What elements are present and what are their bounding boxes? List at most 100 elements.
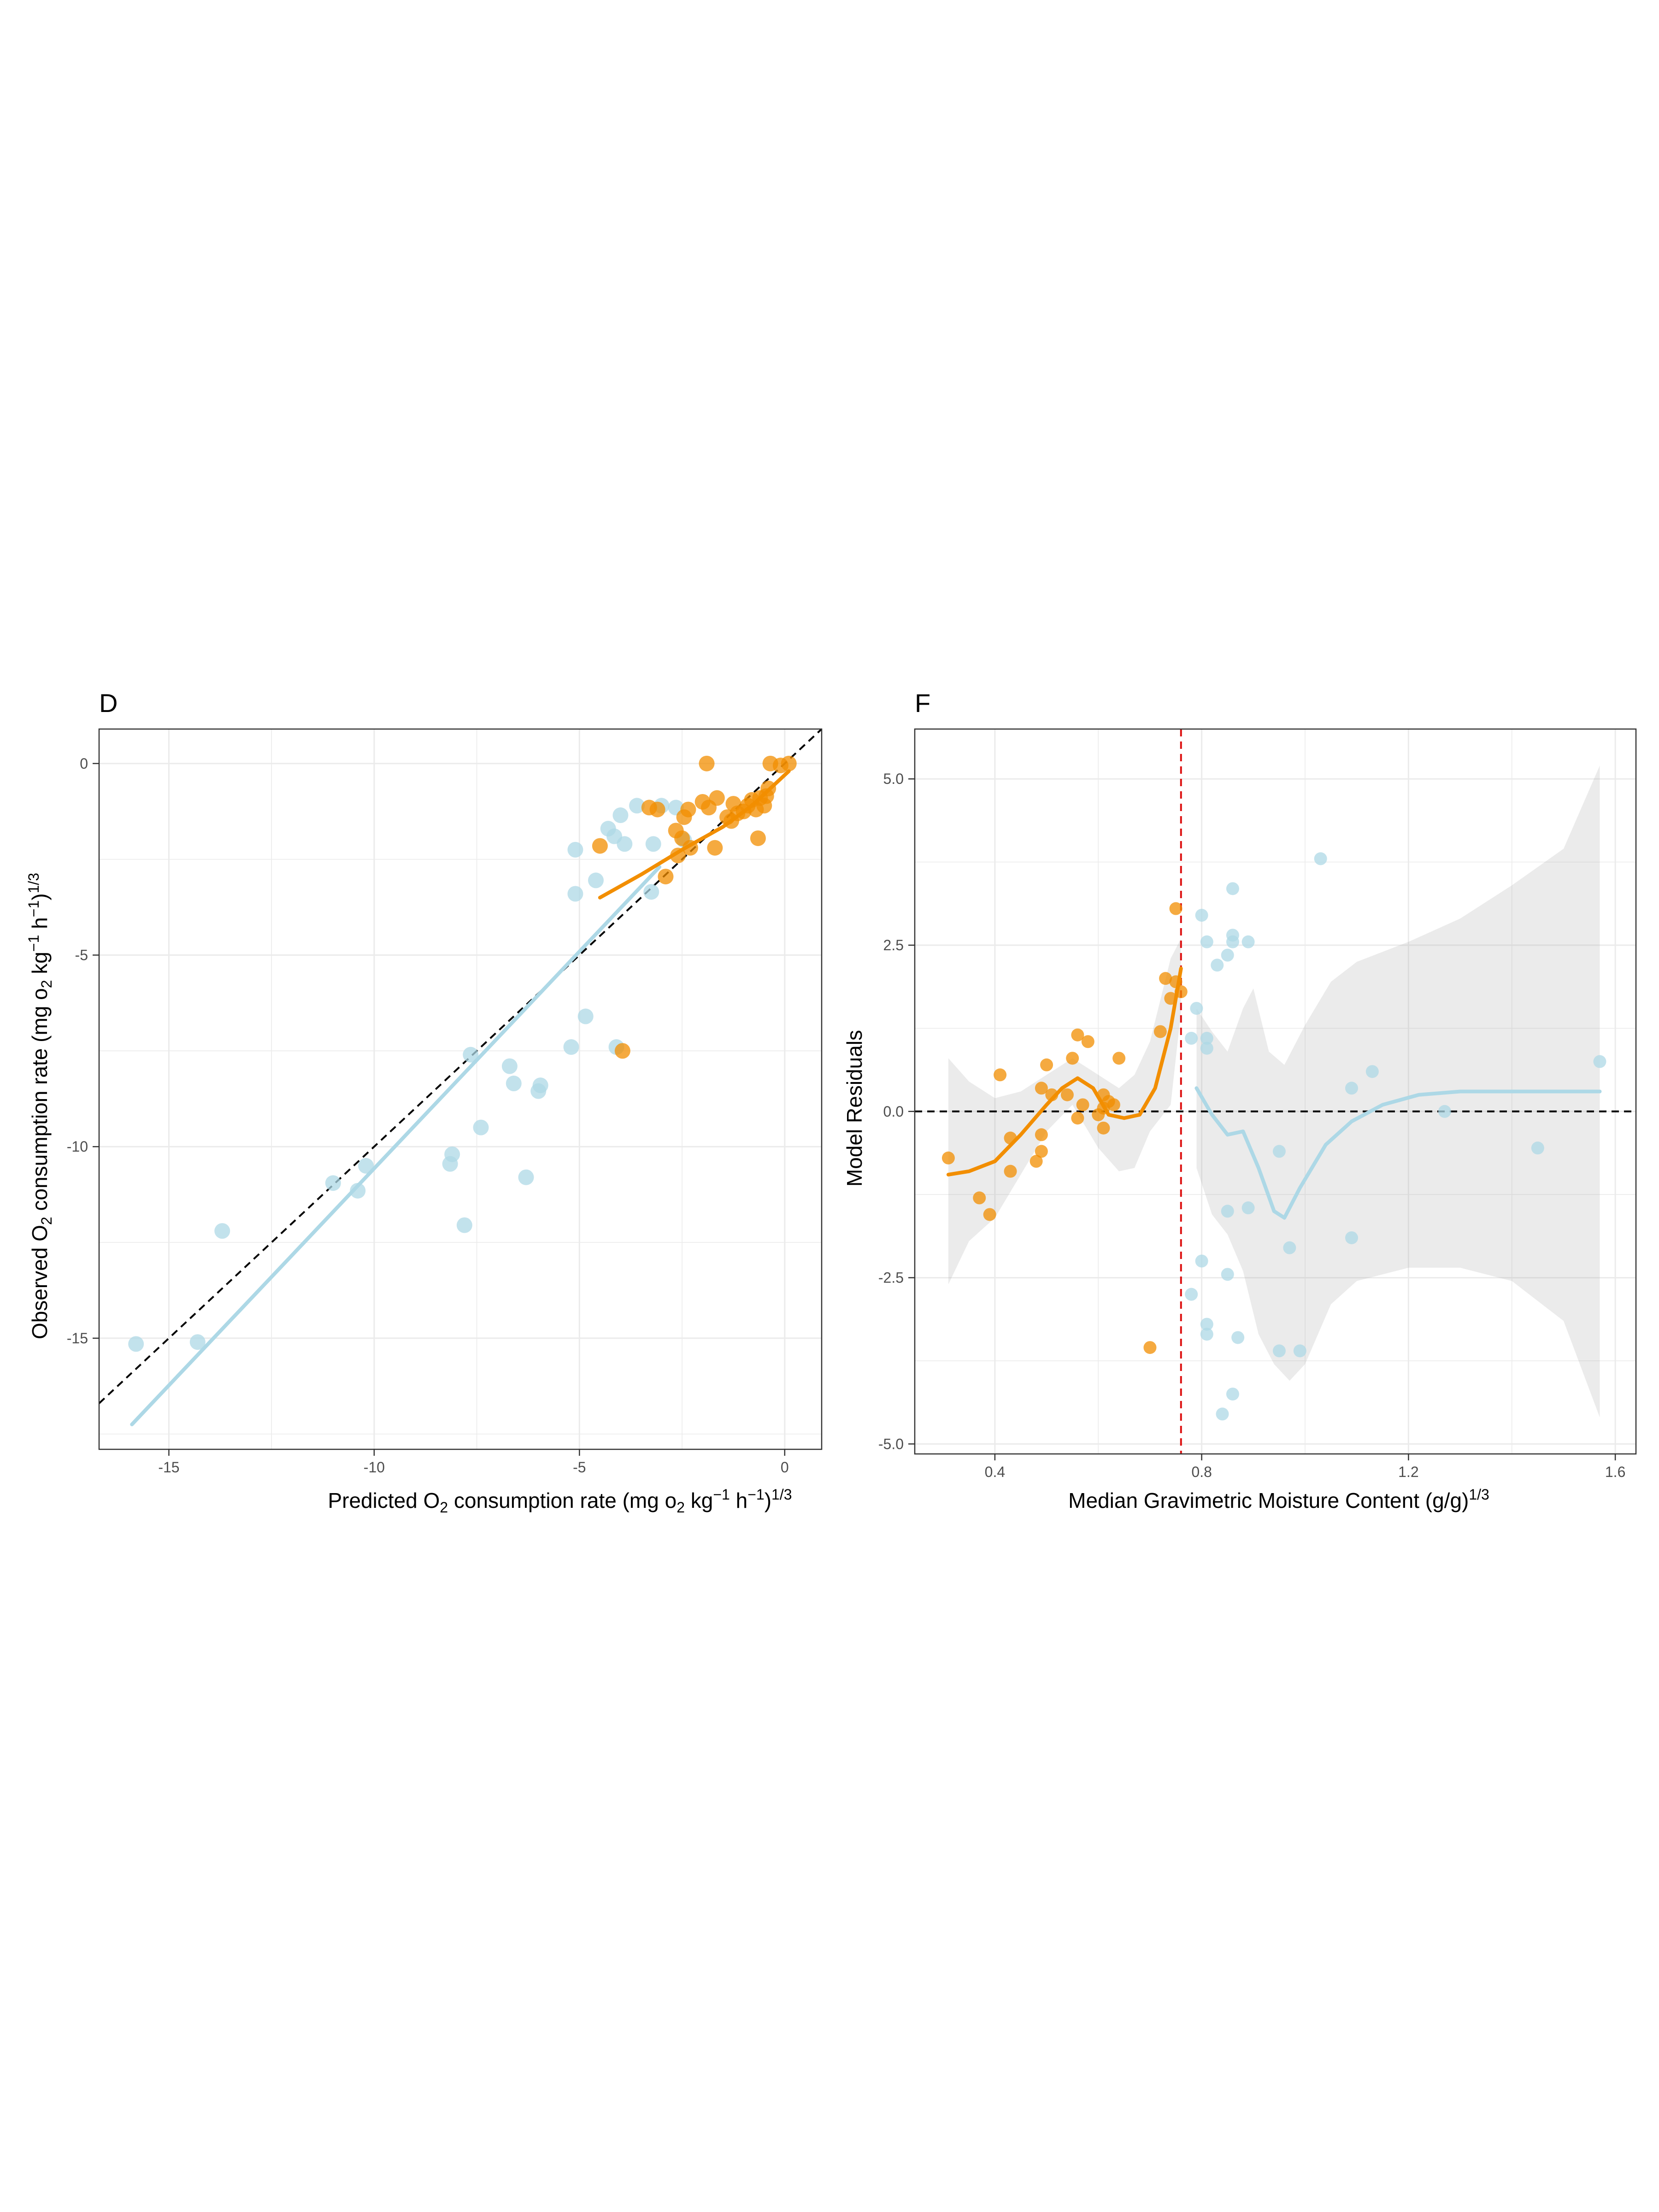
panel-d-point-series-0 — [463, 1047, 479, 1063]
panel-f-point-series-0 — [1071, 1112, 1084, 1125]
panel-f-point-series-1 — [1365, 1065, 1379, 1078]
panel-f-smooth-line-1 — [1194, 1086, 1602, 1220]
panel-f-point-series-1 — [1200, 1318, 1213, 1331]
panel-d-y-tick-label: -10 — [67, 1138, 88, 1155]
panel-f-point-series-0 — [973, 1191, 986, 1205]
panel-d-x-tick-label: -5 — [573, 1459, 586, 1476]
panel-f-point-series-1 — [1241, 1201, 1255, 1215]
panel-f-point-series-0 — [1030, 1155, 1043, 1168]
panel-f-point-series-1 — [1195, 909, 1208, 922]
panel-f-point-series-1 — [1272, 1145, 1286, 1158]
panel-f-y-tick-label: -5.0 — [878, 1435, 904, 1452]
panel-d-point-series-0 — [588, 872, 604, 888]
panel-f-point-series-1 — [1216, 1407, 1229, 1421]
panel-d-point-series-0 — [506, 1076, 522, 1092]
panel-f-point-series-1 — [1593, 1055, 1606, 1068]
panel-d-x-tick-label: -15 — [158, 1459, 179, 1476]
panel-f-confidence-band-1 — [1196, 765, 1600, 1418]
panel-d-point-series-0 — [456, 1217, 472, 1233]
panel-f-point-series-1 — [1293, 1344, 1306, 1358]
panel-d-point-series-0 — [567, 886, 583, 902]
panel-f-ticks: 0.4 0.8 1.2 1.6 5.0 2.5 0.0 -2.5 -5.0 — [878, 771, 1626, 1480]
panel-f-point-series-0 — [1153, 1025, 1167, 1038]
panel-f-point-series-0 — [941, 1151, 955, 1165]
panel-d-point-series-0 — [473, 1119, 489, 1135]
panel-d-point-series-0 — [325, 1175, 341, 1191]
panel-f-point-series-1 — [1226, 1388, 1239, 1401]
panel-d-fit-line-1 — [598, 769, 791, 900]
panel-d-letter: D — [99, 688, 118, 718]
panel-d-point-series-0 — [577, 1008, 594, 1024]
panel-f-y-tick-label: 2.5 — [883, 937, 904, 953]
panel-d: D -15 -10 -5 00-5-10-15 Predicted O2 consum… — [25, 688, 823, 1516]
panel-d-point-series-1 — [649, 801, 665, 818]
panel-f-x-axis-title: Median Gravimetric Moisture Content (g/g… — [1068, 1486, 1489, 1512]
panel-d-x-tick-label: 0 — [781, 1459, 789, 1476]
panel-f-point-series-0 — [1076, 1098, 1089, 1112]
panel-f-smooth-lines — [946, 966, 1602, 1220]
panel-d-point-series-1 — [707, 840, 723, 856]
panel-d-y-tick-label: -5 — [75, 947, 88, 964]
panel-f-point-series-1 — [1200, 935, 1213, 948]
panel-f-point-series-0 — [1159, 972, 1172, 985]
panel-d-identity-line — [99, 729, 822, 1404]
panel-d-y-tick-label: -15 — [67, 1330, 88, 1347]
panel-f-point-series-0 — [1081, 1035, 1094, 1048]
panel-f-point-series-1 — [1283, 1241, 1296, 1254]
panel-d-x-tick-label: -10 — [364, 1459, 385, 1476]
panel-f-x-tick-label: 1.2 — [1398, 1464, 1418, 1480]
panel-f-points — [941, 852, 1606, 1421]
panel-f-point-series-0 — [994, 1068, 1007, 1082]
panel-d-point-series-0 — [645, 836, 661, 852]
panel-f-point-series-1 — [1200, 1041, 1213, 1055]
panel-f-point-series-0 — [1097, 1121, 1110, 1135]
panel-d-point-series-0 — [128, 1336, 144, 1352]
panel-d-point-series-1 — [592, 838, 608, 854]
panel-f-point-series-1 — [1314, 852, 1327, 865]
panel-f-y-axis-title: Model Residuals — [842, 1030, 866, 1187]
panel-f-point-series-1 — [1190, 1002, 1203, 1015]
panel-d-point-series-0 — [442, 1156, 458, 1172]
panel-f-point-series-1 — [1345, 1082, 1358, 1095]
panel-d-point-series-0 — [350, 1182, 366, 1199]
panel-f-point-series-1 — [1531, 1141, 1544, 1155]
panel-d-point-series-1 — [699, 755, 715, 771]
panel-d-point-series-0 — [189, 1334, 206, 1350]
panel-f-point-series-1 — [1185, 1288, 1198, 1301]
panel-f-frame — [914, 728, 1637, 1455]
panel-d-point-series-0 — [501, 1058, 518, 1074]
panel-f-point-series-1 — [1345, 1231, 1358, 1244]
panel-f-point-series-0 — [1035, 1128, 1048, 1141]
panel-f-point-series-0 — [1035, 1082, 1048, 1095]
panel-f-point-series-0 — [1169, 902, 1182, 915]
panel-d-fit-lines — [130, 769, 791, 1426]
panel-d-point-series-0 — [629, 798, 645, 814]
panel-d-frame — [98, 728, 823, 1450]
panel-f-point-series-0 — [1066, 1052, 1079, 1065]
panel-f-point-series-1 — [1221, 948, 1234, 962]
panel-f-point-series-1 — [1241, 935, 1255, 948]
panel-f-y-tick-label: 5.0 — [883, 771, 904, 787]
panel-f-point-series-0 — [1040, 1058, 1053, 1071]
panel-f-reference-lines — [915, 729, 1636, 1454]
panel-f-smooth-line-0 — [946, 966, 1183, 1177]
panel-f-grid — [915, 729, 1636, 1454]
panel-f-letter: F — [915, 688, 930, 718]
panel-f-point-series-1 — [1226, 935, 1239, 948]
panel-d-point-series-0 — [617, 836, 633, 852]
panel-f-y-tick-label: -2.5 — [878, 1270, 904, 1286]
panel-f-point-series-0 — [1060, 1088, 1074, 1101]
panel-d-point-series-0 — [567, 841, 583, 858]
panel-f-point-series-0 — [1004, 1165, 1017, 1178]
panel-f-point-series-1 — [1231, 1331, 1245, 1344]
panel-f-x-tick-label: 0.4 — [985, 1464, 1005, 1480]
panel-d-point-series-0 — [563, 1039, 579, 1055]
panel-d-point-series-0 — [532, 1077, 548, 1094]
panel-d-point-series-0 — [518, 1169, 534, 1185]
panel-d-point-series-1 — [658, 869, 674, 885]
panel-f-point-series-1 — [1200, 1032, 1213, 1045]
panel-f-point-series-1 — [1226, 882, 1239, 895]
panel-d-point-series-0 — [643, 884, 659, 900]
panel-d-point-series-1 — [709, 790, 725, 806]
panel-f-point-series-1 — [1221, 1268, 1234, 1281]
